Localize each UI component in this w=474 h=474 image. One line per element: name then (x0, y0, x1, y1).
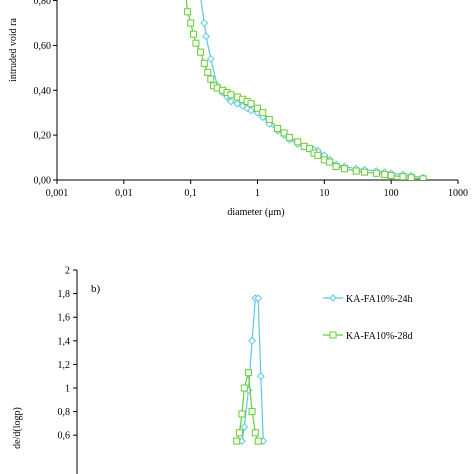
panel-b-series-1-point (248, 336, 256, 345)
panel-b-series-2-point (254, 437, 262, 445)
panel-a-y-tick-label: 0,40 (34, 86, 52, 97)
panel-b-chart: de/d(logp) 0,6 0,8 1 1,2 1,4 1,6 1,8 2 b) KA-FA… (12, 266, 412, 474)
panel-b-y-axis-title: de/d(logp) (12, 407, 23, 449)
panel-b-y-tick-label: 1,4 (58, 336, 71, 347)
panel-a-series-2-point (196, 48, 204, 56)
panel-a-plot-area (184, 0, 427, 180)
panel-a-ytitle-wrap: intruded void ra (8, 18, 19, 82)
panel-a-series-2-point (314, 151, 322, 159)
panel-b-y-tick-label: 0,6 (58, 431, 71, 442)
panel-b-series-2-point (244, 369, 252, 377)
panel-b-y-tick-label: 2 (65, 266, 70, 277)
panel-b-label: b) (91, 283, 101, 295)
panel-a-series-2-point (326, 158, 334, 166)
panel-b-series-2-point (251, 429, 259, 437)
panel-a-series-2-point (306, 145, 314, 153)
panel-a-x-tick-label: 100 (384, 188, 399, 199)
panel-a-series-2-point (332, 163, 340, 171)
panel-a-series-2-point (280, 129, 288, 137)
panel-a-x-tick-label: 0,01 (115, 188, 133, 199)
legend-label-1: KA-FA10%-24h (346, 294, 412, 305)
panel-a-series-2-point (192, 39, 200, 47)
panel-b-series-1-point (240, 423, 249, 431)
legend: KA-FA10%-24h KA-FA10%-28d (323, 294, 412, 342)
panel-a-series-2-point (254, 104, 261, 112)
panel-a-series-2-point (204, 68, 212, 76)
panel-a-series-1-point (226, 97, 235, 106)
panel-a-series-2-point (189, 30, 197, 38)
panel-b-y-tick-label: 1,6 (58, 313, 71, 324)
panel-b-ytitle-wrap: de/d(logp) (12, 407, 23, 449)
panel-a-x-tick-label: 0,001 (46, 188, 69, 199)
legend-entry-2: KA-FA10%-28d (323, 331, 412, 342)
panel-a-series-2-point (274, 124, 282, 132)
panel-a-x-tick-label: 0,1 (184, 188, 197, 199)
panel-a-series-2-point (399, 173, 407, 180)
legend-marker-2 (329, 331, 337, 339)
panel-a-series-2-point (207, 75, 215, 83)
legend-marker-1 (329, 294, 337, 302)
panel-a-y-tick-label: 0,20 (34, 131, 52, 142)
panel-b-series-2-point (240, 384, 248, 392)
panel-a-series-2-point (381, 170, 389, 178)
panel-a-x-tick-label: 1000 (448, 188, 468, 199)
panel-b-series-1-point (254, 294, 263, 303)
panel-b-series-2-point (248, 408, 256, 416)
panel-a-x-ticks: 0,001 0,01 0,1 1 10 100 1000 (46, 180, 468, 199)
panel-a-series-2-point (259, 109, 267, 117)
panel-a-series-2-point (285, 133, 293, 141)
panel-a-y-ticks: 0,00 0,20 0,40 0,60 0,80 (34, 0, 57, 187)
panel-a-series-2-point (387, 172, 395, 180)
panel-a-x-tick-label: 10 (319, 188, 329, 199)
panel-a-series-2-point (247, 100, 255, 108)
legend-entry-1: KA-FA10%-24h (323, 294, 412, 305)
panel-a-series-2-point (340, 165, 348, 173)
panel-a-series-1-point (200, 19, 209, 27)
panel-b-y-tick-label: 1 (65, 384, 70, 395)
panel-a-series-2-point (227, 91, 235, 99)
panel-b-y-ticks: 0,6 0,8 1 1,2 1,4 1,6 1,8 2 (58, 266, 77, 442)
panel-a-x-axis-title: diameter (μm) (227, 207, 284, 218)
panel-a-series-2-point (184, 8, 192, 16)
panel-b-y-tick-label: 1,2 (58, 360, 71, 371)
panel-a-series-1-point (206, 54, 215, 63)
panel-a-series-2-point (372, 169, 380, 177)
panel-a-series-1-point (202, 32, 210, 41)
panel-a-series-2-point (294, 138, 302, 146)
panel-a-y-tick-label: 0,80 (34, 0, 52, 7)
panel-b-series-1-point (256, 372, 265, 381)
panel-b-series-2-point (238, 410, 246, 418)
panel-a-y-axis-title: intruded void ra (8, 18, 19, 82)
panel-b-series-2-point (233, 437, 241, 445)
panel-a-y-tick-label: 0,00 (34, 176, 52, 187)
panel-b-series-2-point (235, 429, 243, 437)
panel-a-y-tick-label: 0,60 (34, 41, 52, 52)
panel-a-series-2-point (407, 174, 415, 180)
panel-a-series-2-point (419, 175, 427, 180)
panel-a-series-2-point (352, 167, 360, 175)
panel-a-series-2-point (200, 59, 208, 67)
panel-a-series-1-point (247, 106, 255, 115)
legend-label-2: KA-FA10%-28d (346, 331, 412, 342)
panel-b-plot-area (233, 294, 268, 446)
panel-b-y-tick-label: 0,8 (58, 407, 71, 418)
panel-a-series-2-point (265, 115, 273, 123)
panel-b-y-tick-label: 1,8 (58, 289, 71, 300)
panel-a-series-2-point (361, 168, 369, 176)
panel-a-series-2-point (187, 19, 195, 27)
panel-a-x-tick-label: 1 (255, 188, 260, 199)
panel-a-chart: intruded void ra 0,00 0,20 0,40 0,60 0,80 0,… (8, 0, 468, 218)
panel-b-series-1-line (241, 297, 264, 442)
